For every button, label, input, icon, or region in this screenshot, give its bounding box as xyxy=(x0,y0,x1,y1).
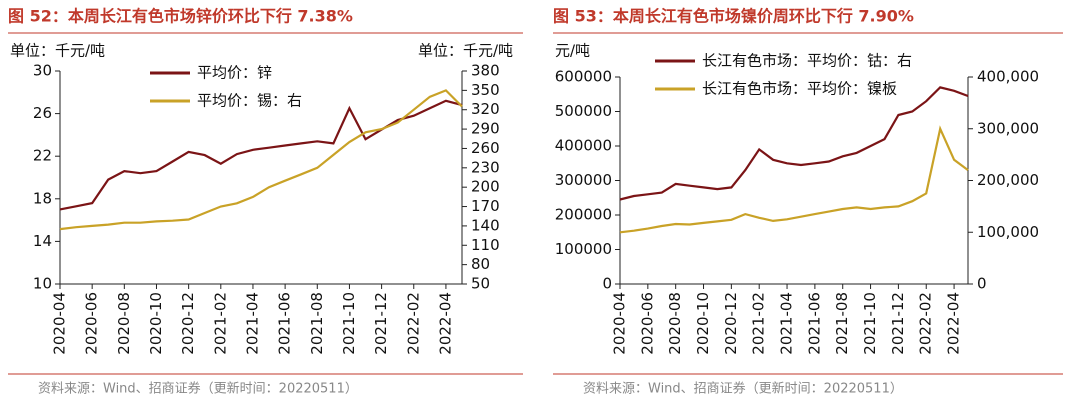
x-tick-label: 2021-10 xyxy=(861,292,879,355)
y-tick-label: 0 xyxy=(602,275,612,293)
y2-tick-label: 0 xyxy=(977,275,987,293)
y-tick-label: 10 xyxy=(33,275,52,293)
legend-label: 平均价：锡：右 xyxy=(197,92,302,110)
x-tick-label: 2020-12 xyxy=(179,292,197,355)
y2-tick-label: 200 xyxy=(471,178,500,196)
y2-tick-label: 170 xyxy=(471,197,500,215)
x-tick-label: 2021-10 xyxy=(340,292,358,355)
y-tick-label: 18 xyxy=(33,189,52,207)
y2-tick-label: 110 xyxy=(471,236,500,254)
y2-tick-label: 200,000 xyxy=(977,171,1039,189)
series-line xyxy=(59,89,463,231)
x-tick-label: 2022-04 xyxy=(436,292,454,355)
source: 资料来源：Wind、招商证券（更新时间：20220511） xyxy=(583,381,903,397)
x-tick-label: 2021-02 xyxy=(750,292,768,355)
source: 资料来源：Wind、招商证券（更新时间：20220511） xyxy=(38,381,358,397)
y-tick-label: 400000 xyxy=(555,137,612,155)
x-tick-label: 2022-02 xyxy=(404,292,422,355)
y-tick-label: 300000 xyxy=(555,171,612,189)
series-line xyxy=(619,125,969,234)
y-tick-label: 22 xyxy=(33,147,52,165)
x-tick-label: 2021-02 xyxy=(211,292,229,355)
series-line xyxy=(619,86,969,201)
y2-tick-label: 50 xyxy=(471,275,490,293)
y2-tick-label: 80 xyxy=(471,255,490,273)
x-tick-label: 2020-12 xyxy=(722,292,740,355)
x-tick-label: 2020-10 xyxy=(694,292,712,355)
y2-tick-label: 400,000 xyxy=(977,68,1039,86)
x-tick-label: 2020-04 xyxy=(51,292,69,355)
y2-tick-label: 380 xyxy=(471,62,500,80)
x-tick-label: 2021-08 xyxy=(833,292,851,355)
y-unit: 元/吨 xyxy=(555,42,590,60)
x-tick-label: 2021-08 xyxy=(308,292,326,355)
y-tick-label: 600000 xyxy=(555,68,612,86)
y-tick-label: 30 xyxy=(33,62,52,80)
x-tick-label: 2022-02 xyxy=(917,292,935,355)
legend-label: 平均价：锌 xyxy=(197,64,272,82)
legend-label: 长江有色市场：平均价：镍板 xyxy=(702,80,897,98)
y-tick-label: 100000 xyxy=(555,240,612,258)
x-tick-label: 2020-10 xyxy=(147,292,165,355)
y2-tick-label: 230 xyxy=(471,158,500,176)
y2-tick-label: 320 xyxy=(471,100,500,118)
y2-tick-label: 300,000 xyxy=(977,119,1039,137)
chart-title: 图 52：本周长江有色市场锌价环比下行 7.38% xyxy=(8,7,353,26)
y-tick-label: 26 xyxy=(33,104,52,122)
chart-title: 图 53：本周长江有色市场镍价周环比下行 7.90% xyxy=(553,7,914,26)
x-tick-label: 2020-08 xyxy=(115,292,133,355)
y-tick-label: 14 xyxy=(33,232,52,250)
y2-unit: 单位：千元/吨 xyxy=(418,42,513,60)
x-tick-label: 2020-06 xyxy=(83,292,101,355)
x-tick-label: 2022-04 xyxy=(945,292,963,355)
series-line xyxy=(59,99,463,211)
x-tick-label: 2020-06 xyxy=(638,292,656,355)
x-tick-label: 2021-06 xyxy=(276,292,294,355)
x-tick-label: 2020-08 xyxy=(666,292,684,355)
y2-tick-label: 140 xyxy=(471,216,500,234)
x-tick-label: 2020-04 xyxy=(611,292,629,355)
y2-tick-label: 260 xyxy=(471,139,500,157)
legend-label: 长江有色市场：平均价：钴：右 xyxy=(702,52,912,70)
y2-tick-label: 100,000 xyxy=(977,223,1039,241)
y-tick-label: 500000 xyxy=(555,102,612,120)
x-tick-label: 2021-12 xyxy=(889,292,907,355)
x-tick-label: 2021-06 xyxy=(805,292,823,355)
x-tick-label: 2021-12 xyxy=(372,292,390,355)
y-tick-label: 200000 xyxy=(555,206,612,224)
x-tick-label: 2021-04 xyxy=(778,292,796,355)
y-unit: 单位：千元/吨 xyxy=(10,42,105,60)
x-tick-label: 2021-04 xyxy=(243,292,261,355)
y2-tick-label: 350 xyxy=(471,81,500,99)
y2-tick-label: 290 xyxy=(471,120,500,138)
